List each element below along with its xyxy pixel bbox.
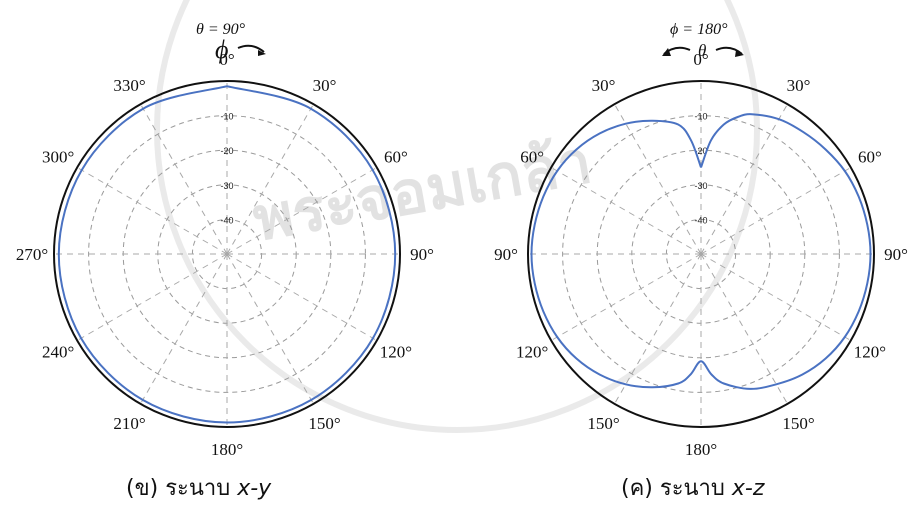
angle-tick-label: 330° [113,76,145,95]
grid-spoke [226,167,378,255]
header-theta-symbol: θ [698,41,706,60]
angle-tick-label: 90° [884,245,908,264]
radiation-pattern-trace [530,113,872,390]
grid-spoke [700,103,788,255]
header-xz: ϕ = 180° θ [662,21,744,60]
angle-tick-label: 60° [858,148,882,167]
grid-spoke [614,103,702,255]
grid-spoke [700,253,788,405]
radial-tick-label: -30 [694,181,707,191]
caption-xz-plane: x-z [731,476,765,501]
plot-boundary [53,80,401,428]
plot-boundary [527,80,875,428]
radial-tick-label: -30 [220,181,233,191]
angle-tick-label: 180° [685,440,717,459]
radial-tick-label: -40 [220,215,233,225]
grid-spoke [226,253,314,405]
polar-plot-xz: -10 -20 -30 -40 0° 30° 60° 90° 120° 150° 180° 150° 1… [494,50,908,459]
caption-xz: (ค) ระนาบ x-z [621,470,764,505]
grid-spoke [140,103,228,255]
caption-xy-plane: x-y [237,476,272,501]
rotation-arrow-icon [237,44,265,53]
polar-plot-xy: -10 -20 -30 -40 0° 30° 60° 90° 120° 150° 180° 210° 2… [16,50,434,459]
svg-text:พระจอมเกล้า: พระจอมเกล้า [248,127,597,255]
grid-ring [88,115,366,393]
grid-spoke [700,253,852,341]
angle-tick-label: 270° [16,245,48,264]
grid-spoke [700,167,852,255]
arrow-head-icon [258,50,266,56]
arrow-head-right-icon [735,50,744,57]
radiation-pattern-trace [57,85,397,424]
angle-tick-label: 60° [384,148,408,167]
radial-tick-label: -10 [694,112,707,122]
watermark-seal: พระจอมเกล้า [154,0,760,433]
angle-tick-label: 60° [520,148,544,167]
angle-tick-label: 30° [592,76,616,95]
angle-tick-label: 90° [410,245,434,264]
angle-tick-label: 210° [113,414,145,433]
angle-tick-label: 240° [42,343,74,362]
grid-spoke [550,253,702,341]
angle-tick-label: 30° [313,76,337,95]
angle-tick-label: 0° [693,50,708,69]
header-xy: θ = 90° ϕ [196,21,266,64]
caption-xy: (ข) ระนาบ x-y [126,470,271,505]
angle-tick-label: 150° [587,414,619,433]
header-phi-symbol: ϕ [215,35,228,64]
grid-spoke [550,167,702,255]
angle-tick-label: 90° [494,245,518,264]
arrow-head-left-icon [662,48,671,56]
grid-spoke [76,167,228,255]
grid-spoke [614,253,702,405]
angle-tick-label: 180° [211,440,243,459]
angle-tick-label: 120° [854,343,886,362]
header-phi-label: ϕ = 180° [670,21,728,38]
grid-spoke [76,253,228,341]
radial-tick-label: -40 [694,215,707,225]
caption-xz-prefix: (ค) ระนาบ [621,476,732,501]
radial-tick-label: -20 [694,146,707,156]
grid-spoke [226,253,378,341]
angle-tick-label: 300° [42,148,74,167]
caption-xy-prefix: (ข) ระนาบ [126,476,238,501]
angle-tick-label: 150° [308,414,340,433]
angle-tick-label: 0° [219,50,234,69]
angle-tick-label: 120° [516,343,548,362]
angle-tick-label: 120° [380,343,412,362]
grid-spoke [140,253,228,405]
radial-tick-label: -20 [220,146,233,156]
grid-spoke [226,103,314,255]
header-theta-label: θ = 90° [196,21,246,38]
angle-tick-label: 150° [782,414,814,433]
angle-tick-label: 30° [787,76,811,95]
grid-ring [562,115,840,393]
radial-tick-label: -10 [220,112,233,122]
